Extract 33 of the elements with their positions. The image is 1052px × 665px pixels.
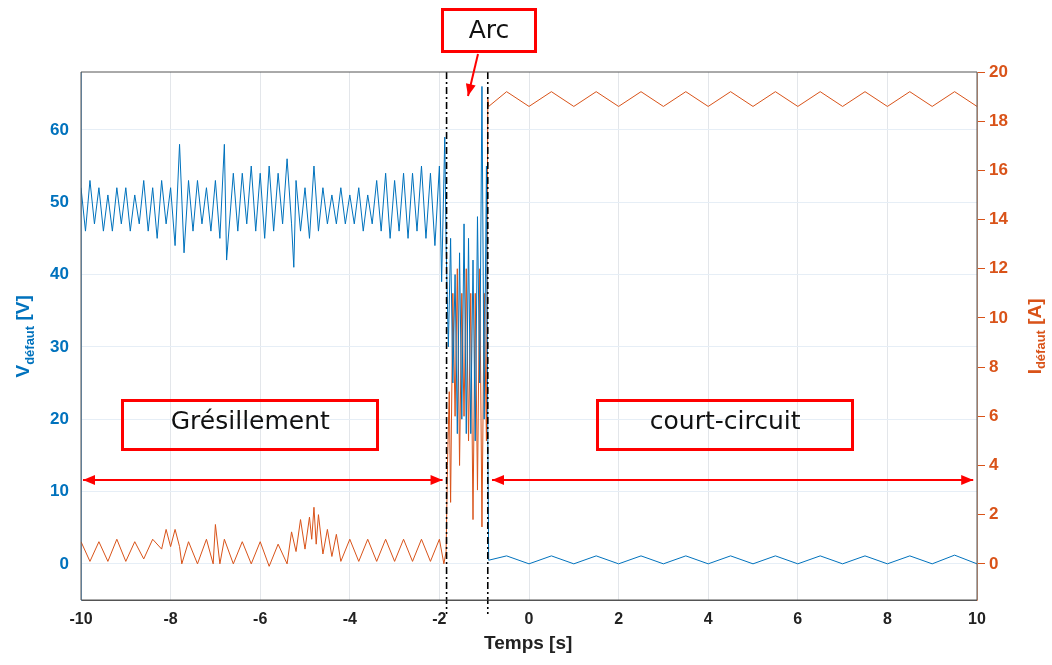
x-tick-label: -2 xyxy=(432,610,447,628)
y-tick-label: 30 xyxy=(50,336,69,356)
y2-tick-label: 20 xyxy=(989,61,1008,81)
y2-tick-label: 2 xyxy=(989,504,999,524)
x-tick-label: 0 xyxy=(524,610,534,628)
x-tick-label: 6 xyxy=(793,610,803,628)
text: Arc xyxy=(441,8,537,53)
x-tick-label: 2 xyxy=(614,610,624,628)
y-tick-label: 50 xyxy=(50,191,69,211)
x-tick-label: -10 xyxy=(69,610,93,628)
y-tick-label: 60 xyxy=(50,119,69,139)
y-tick-label: 10 xyxy=(50,481,69,501)
y2-tick-label: 12 xyxy=(989,258,1008,278)
y2-tick-label: 10 xyxy=(989,307,1008,327)
y-tick-label: 40 xyxy=(50,264,69,284)
x-axis-title: Temps [s] xyxy=(484,632,573,654)
annotation: Grésillement xyxy=(121,399,380,452)
y-tick-label: 20 xyxy=(50,408,69,428)
y2-tick-label: 6 xyxy=(989,405,999,425)
y2-tick-label: 0 xyxy=(989,553,999,573)
x-tick-label: -6 xyxy=(253,610,268,628)
x-tick-label: 4 xyxy=(703,610,713,628)
x-tick-label: -4 xyxy=(342,610,358,628)
x-tick-label: 10 xyxy=(968,610,986,628)
x-tick-label: 8 xyxy=(882,610,892,628)
x-tick-label: -8 xyxy=(163,610,178,628)
y2-tick-label: 14 xyxy=(989,209,1009,229)
y2-tick-label: 18 xyxy=(989,110,1008,130)
y2-tick-label: 8 xyxy=(989,356,999,376)
annotation: court-circuit xyxy=(596,399,855,452)
y-tick-label: 0 xyxy=(59,553,69,573)
y2-tick-label: 4 xyxy=(989,455,999,475)
y2-tick-label: 16 xyxy=(989,160,1008,180)
